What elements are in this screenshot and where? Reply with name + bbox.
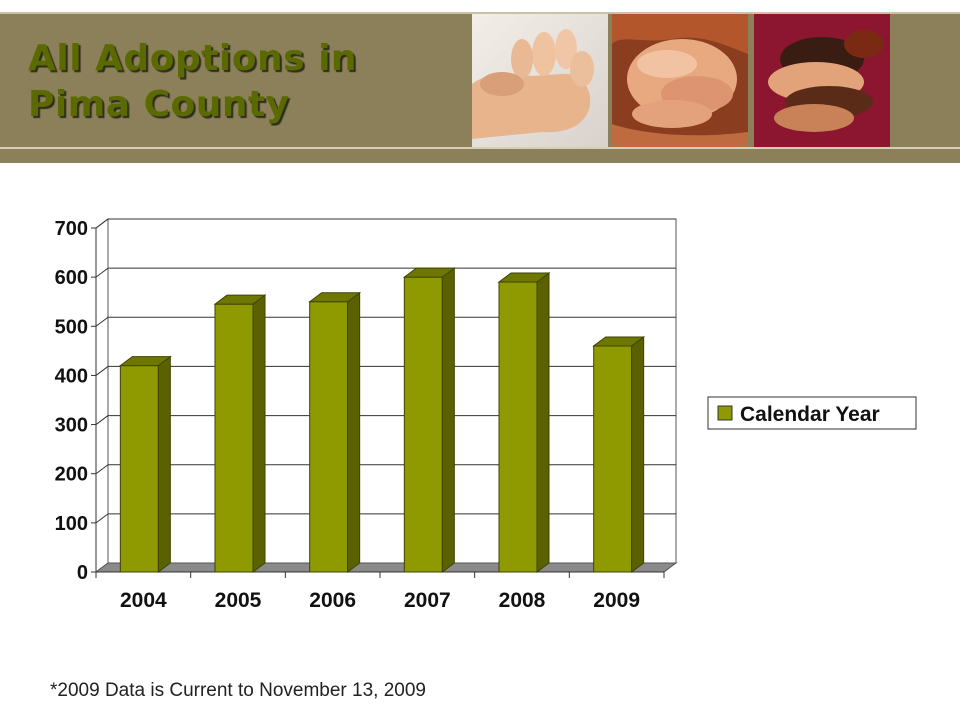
bar-2007	[403, 276, 443, 573]
gridline-side	[95, 464, 109, 475]
legend-label: Calendar Year	[740, 403, 880, 426]
bar-top-2005	[213, 294, 267, 305]
gridline-side	[95, 218, 109, 229]
header-band-bottom	[0, 149, 960, 163]
chart-side-wall	[95, 218, 109, 573]
holding-hands-photo	[612, 14, 748, 147]
bar-top-2007	[402, 267, 456, 278]
bar-2009	[593, 345, 633, 573]
y-tick-label: 100	[55, 513, 88, 535]
y-tick-label: 500	[55, 316, 88, 338]
legend-swatch	[717, 405, 733, 421]
legend-box	[707, 396, 917, 430]
y-tick-label: 300	[55, 415, 88, 437]
y-tick-label: 200	[55, 464, 88, 486]
header-rule-bottom	[0, 147, 960, 149]
header-rule-top	[0, 12, 960, 14]
stacked-hands-photo	[754, 14, 890, 147]
gridline-side	[95, 366, 109, 376]
y-tick-label: 700	[55, 218, 88, 240]
y-tick-label: 400	[55, 365, 88, 387]
x-tick-label: 2007	[404, 589, 451, 612]
gridline-side	[95, 513, 109, 524]
bar-top-2004	[118, 356, 172, 367]
x-tick-label: 2004	[120, 589, 167, 612]
bar-side-2009	[631, 335, 645, 573]
bar-2006	[309, 301, 349, 573]
bar-top-2008	[497, 272, 551, 283]
bar-top-2009	[592, 336, 646, 347]
bar-top-2006	[308, 292, 362, 303]
bar-side-2008	[536, 272, 550, 573]
footnote: *2009 Data is Current to November 13, 20…	[50, 680, 426, 701]
x-tick-label: 2008	[499, 589, 546, 612]
slide-title: All Adoptions in Pima County	[28, 36, 357, 128]
bar-side-2007	[441, 267, 455, 573]
bar-2005	[214, 303, 254, 573]
bar-2008	[498, 281, 538, 573]
title-line-1: All Adoptions in	[28, 38, 358, 79]
chart-floor	[94, 562, 678, 573]
x-tick-label: 2005	[215, 589, 262, 612]
baby-hand-photo	[472, 14, 608, 147]
bar-side-2004	[157, 355, 171, 573]
x-tick-label: 2009	[593, 589, 640, 612]
bar-side-2006	[347, 291, 361, 573]
gridline-side	[95, 415, 109, 425]
bar-2004	[119, 365, 159, 573]
chart-back-wall	[107, 218, 677, 564]
bar-side-2005	[252, 294, 266, 573]
x-tick-label: 2006	[309, 589, 356, 612]
gridline-side	[95, 267, 109, 278]
y-tick-label: 0	[77, 562, 88, 584]
y-tick-label: 600	[55, 267, 88, 289]
title-line-2: Pima County	[28, 84, 290, 125]
gridline-side	[95, 316, 109, 327]
